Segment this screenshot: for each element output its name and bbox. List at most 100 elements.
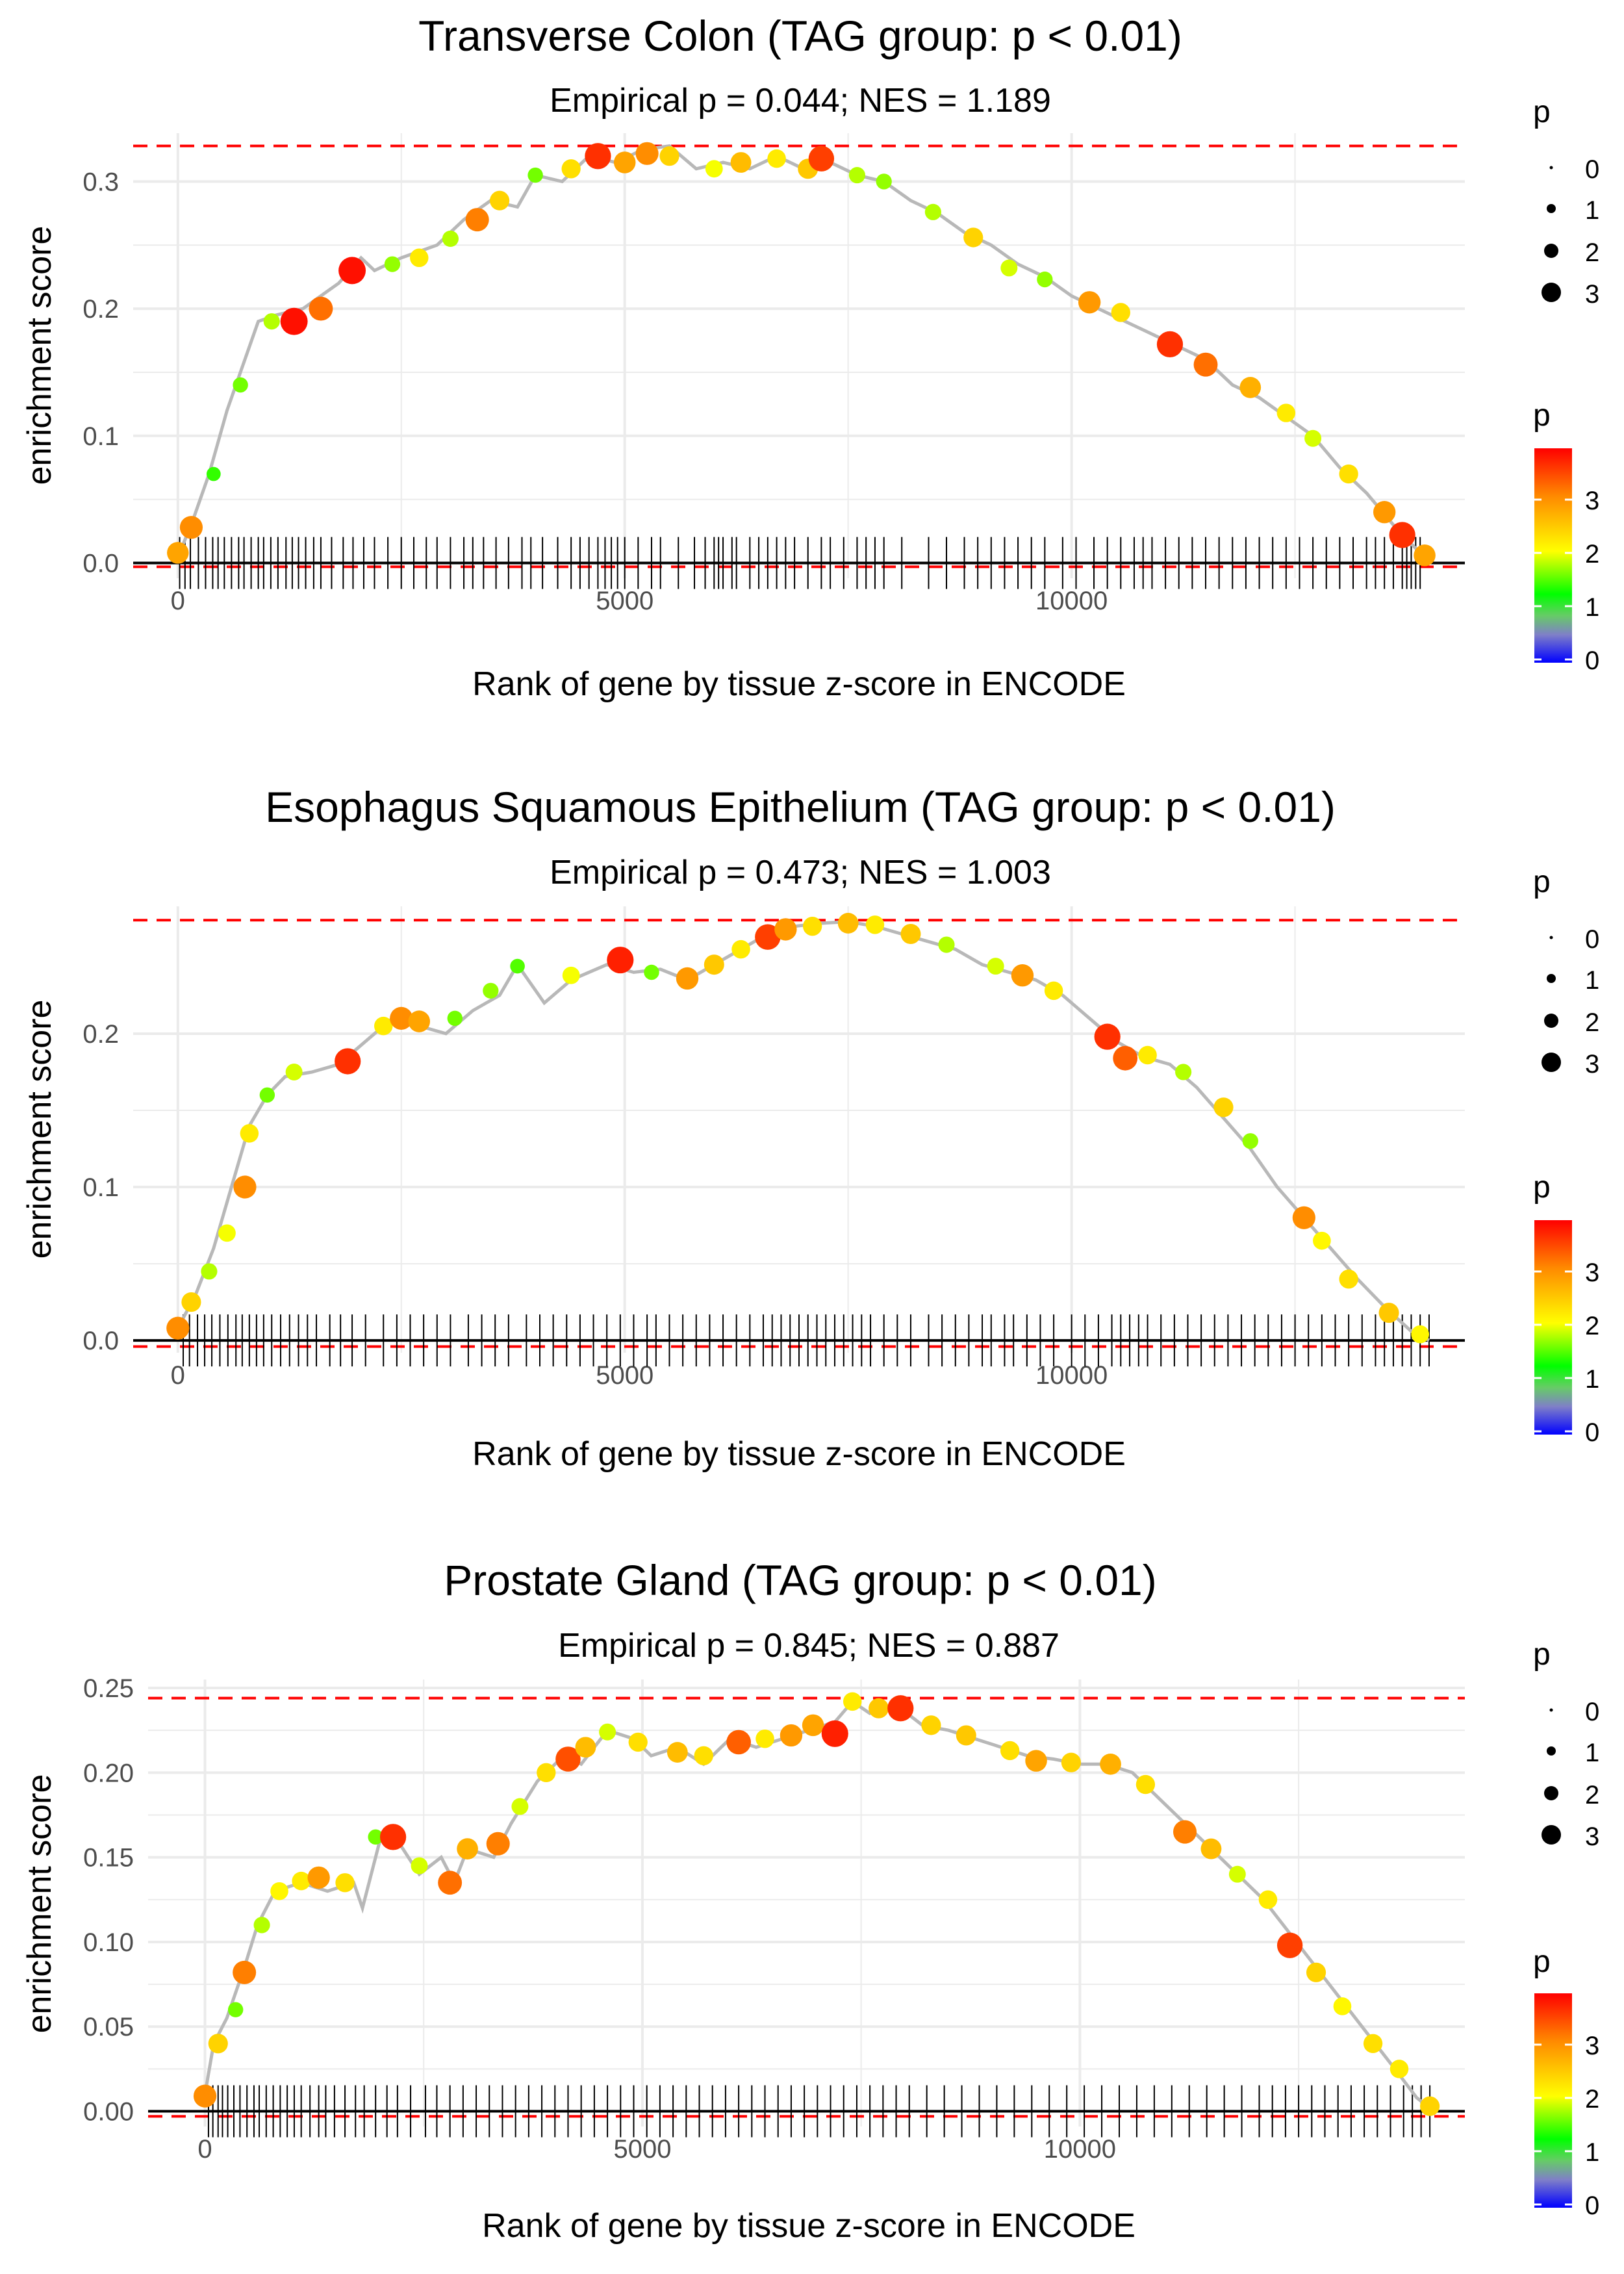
- es-point: [808, 146, 835, 172]
- size-key-label-0: 0: [1585, 925, 1599, 954]
- es-point: [285, 1063, 303, 1080]
- es-point: [1193, 352, 1218, 377]
- es-point: [465, 208, 489, 232]
- es-point: [1339, 464, 1358, 484]
- size-key-label-2: 2: [1585, 1781, 1599, 1809]
- size-legend: p 0 1 2 3: [1533, 1637, 1599, 1851]
- y-tick-label: 0.15: [83, 1844, 134, 1872]
- es-point: [599, 1723, 616, 1741]
- es-point: [659, 146, 679, 166]
- es-line: [203, 1699, 1431, 2110]
- es-point: [240, 1124, 259, 1143]
- es-point: [233, 1175, 257, 1199]
- es-point: [1200, 1838, 1222, 1859]
- y-tick-label: 0.3: [82, 168, 119, 196]
- es-point: [1044, 981, 1063, 1001]
- es-point: [537, 1763, 556, 1782]
- es-point: [447, 1010, 463, 1027]
- plot-area: 0 5000 10000 0.0 0.1 0.2 0.3: [82, 133, 1465, 615]
- es-point: [730, 152, 752, 173]
- es-point: [938, 936, 955, 953]
- es-point: [1378, 1303, 1399, 1323]
- panel-title: Prostate Gland (TAG group: p < 0.01): [444, 1556, 1157, 1604]
- es-line: [176, 144, 1426, 558]
- es-point: [179, 516, 203, 539]
- plot-area: 0 5000 10000 0.00 0.05 0.10 0.15 0.20 0.25: [83, 1674, 1465, 2164]
- size-key-1: [1547, 204, 1556, 213]
- es-point: [1389, 522, 1415, 548]
- size-legend-title: p: [1533, 865, 1551, 899]
- es-point: [511, 1798, 529, 1815]
- es-point: [292, 1871, 311, 1891]
- size-key-label-2: 2: [1585, 238, 1599, 267]
- es-point: [201, 1263, 218, 1280]
- es-point: [280, 307, 308, 335]
- size-legend-title: p: [1533, 95, 1551, 129]
- size-legend-title: p: [1533, 1637, 1551, 1672]
- es-point: [1258, 1890, 1278, 1910]
- es-point: [1061, 1752, 1082, 1772]
- panel-title: Esophagus Squamous Epithelium (TAG group…: [265, 783, 1336, 831]
- es-point: [1373, 501, 1396, 524]
- size-key-label-0: 0: [1585, 155, 1599, 184]
- es-point: [1000, 1741, 1020, 1761]
- es-point: [1339, 1270, 1358, 1289]
- size-key-3: [1542, 1053, 1561, 1072]
- y-tick-label: 0.1: [82, 422, 119, 451]
- es-point: [821, 1720, 848, 1747]
- es-point: [1228, 1865, 1246, 1883]
- es-point: [848, 167, 865, 184]
- es-point: [379, 1824, 407, 1850]
- y-tick-label: 0.10: [83, 1928, 134, 1957]
- x-tick-label: 0: [171, 587, 185, 615]
- es-point: [900, 923, 921, 944]
- es-point: [1411, 1325, 1430, 1344]
- y-tick-label: 0.20: [83, 1759, 134, 1787]
- colorbar-label-1: 1: [1585, 593, 1599, 622]
- size-key-0: [1549, 166, 1553, 170]
- x-tick-label: 0: [197, 2135, 212, 2164]
- es-point: [1276, 403, 1296, 422]
- y-tick-label: 0.05: [83, 2013, 134, 2041]
- color-legend-title: p: [1533, 398, 1551, 433]
- es-point: [263, 313, 280, 330]
- es-point: [1111, 303, 1130, 322]
- es-point: [1138, 1045, 1157, 1065]
- es-point: [956, 1725, 976, 1746]
- color-legend-title: p: [1533, 1170, 1551, 1205]
- es-point: [167, 542, 189, 564]
- es-point: [843, 1692, 862, 1711]
- es-point: [644, 964, 659, 980]
- color-legend: p 0 1 2 3: [1533, 1170, 1599, 1447]
- es-point: [1304, 429, 1322, 447]
- es-point: [837, 913, 859, 934]
- y-tick-label: 0.25: [83, 1674, 134, 1703]
- es-point: [442, 230, 459, 248]
- es-point: [270, 1882, 288, 1900]
- es-point: [1100, 1753, 1121, 1775]
- y-tick-label: 0.0: [82, 1327, 119, 1355]
- size-key-label-1: 1: [1585, 196, 1599, 225]
- size-key-label-2: 2: [1585, 1008, 1599, 1037]
- es-point: [166, 1316, 190, 1340]
- size-key-1: [1547, 974, 1556, 983]
- es-point: [1306, 1962, 1326, 1982]
- es-point: [490, 190, 510, 211]
- es-point: [1389, 2060, 1409, 2078]
- es-point: [374, 1016, 393, 1036]
- es-point: [694, 1746, 713, 1765]
- es-point: [527, 167, 543, 183]
- es-point: [666, 1742, 688, 1763]
- es-point: [438, 1871, 463, 1895]
- es-point: [562, 966, 580, 984]
- colorbar-label-3: 3: [1585, 2032, 1599, 2060]
- x-tick-label: 5000: [596, 587, 653, 615]
- es-point: [1276, 1932, 1303, 1958]
- es-line: [176, 920, 1430, 1342]
- es-point: [780, 1724, 803, 1747]
- size-key-3: [1542, 1825, 1561, 1845]
- x-tick-label: 5000: [613, 2135, 671, 2164]
- panel-title: Transverse Colon (TAG group: p < 0.01): [418, 12, 1182, 60]
